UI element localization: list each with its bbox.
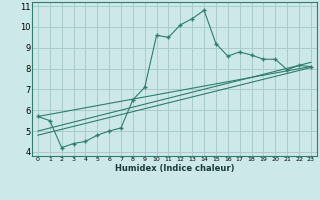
X-axis label: Humidex (Indice chaleur): Humidex (Indice chaleur): [115, 164, 234, 173]
